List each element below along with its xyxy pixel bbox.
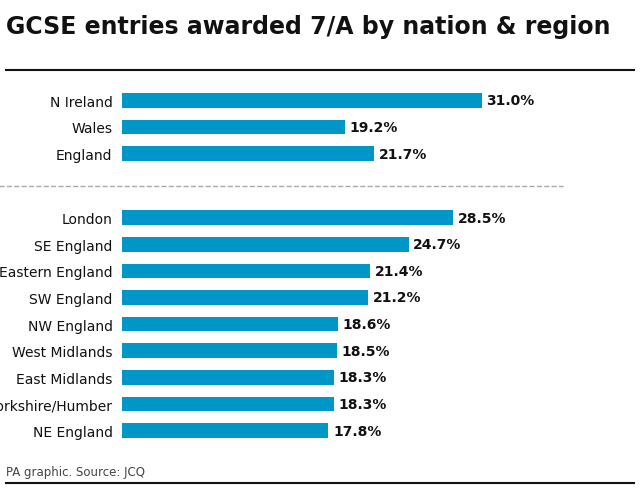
Bar: [122, 121, 345, 135]
Text: 28.5%: 28.5%: [458, 211, 506, 225]
Text: 21.7%: 21.7%: [378, 147, 427, 162]
Bar: [122, 94, 482, 108]
Text: 24.7%: 24.7%: [413, 238, 461, 252]
Text: 18.3%: 18.3%: [339, 370, 387, 385]
Text: 19.2%: 19.2%: [349, 121, 397, 135]
Bar: [122, 424, 328, 438]
Text: 21.4%: 21.4%: [375, 264, 424, 278]
Bar: [122, 147, 374, 162]
Bar: [122, 344, 337, 358]
Text: 21.2%: 21.2%: [372, 291, 421, 305]
Text: 18.5%: 18.5%: [341, 344, 390, 358]
Text: 18.3%: 18.3%: [339, 397, 387, 411]
Bar: [122, 237, 408, 252]
Text: 18.6%: 18.6%: [342, 318, 391, 331]
Text: 17.8%: 17.8%: [333, 424, 381, 438]
Bar: [122, 370, 334, 385]
Bar: [122, 317, 338, 332]
Bar: [122, 290, 368, 305]
Text: PA graphic. Source: JCQ: PA graphic. Source: JCQ: [6, 465, 145, 478]
Bar: [122, 264, 371, 279]
Text: 31.0%: 31.0%: [486, 94, 535, 108]
Bar: [122, 211, 453, 225]
Bar: [122, 397, 334, 411]
Text: GCSE entries awarded 7/A by nation & region: GCSE entries awarded 7/A by nation & reg…: [6, 15, 611, 39]
